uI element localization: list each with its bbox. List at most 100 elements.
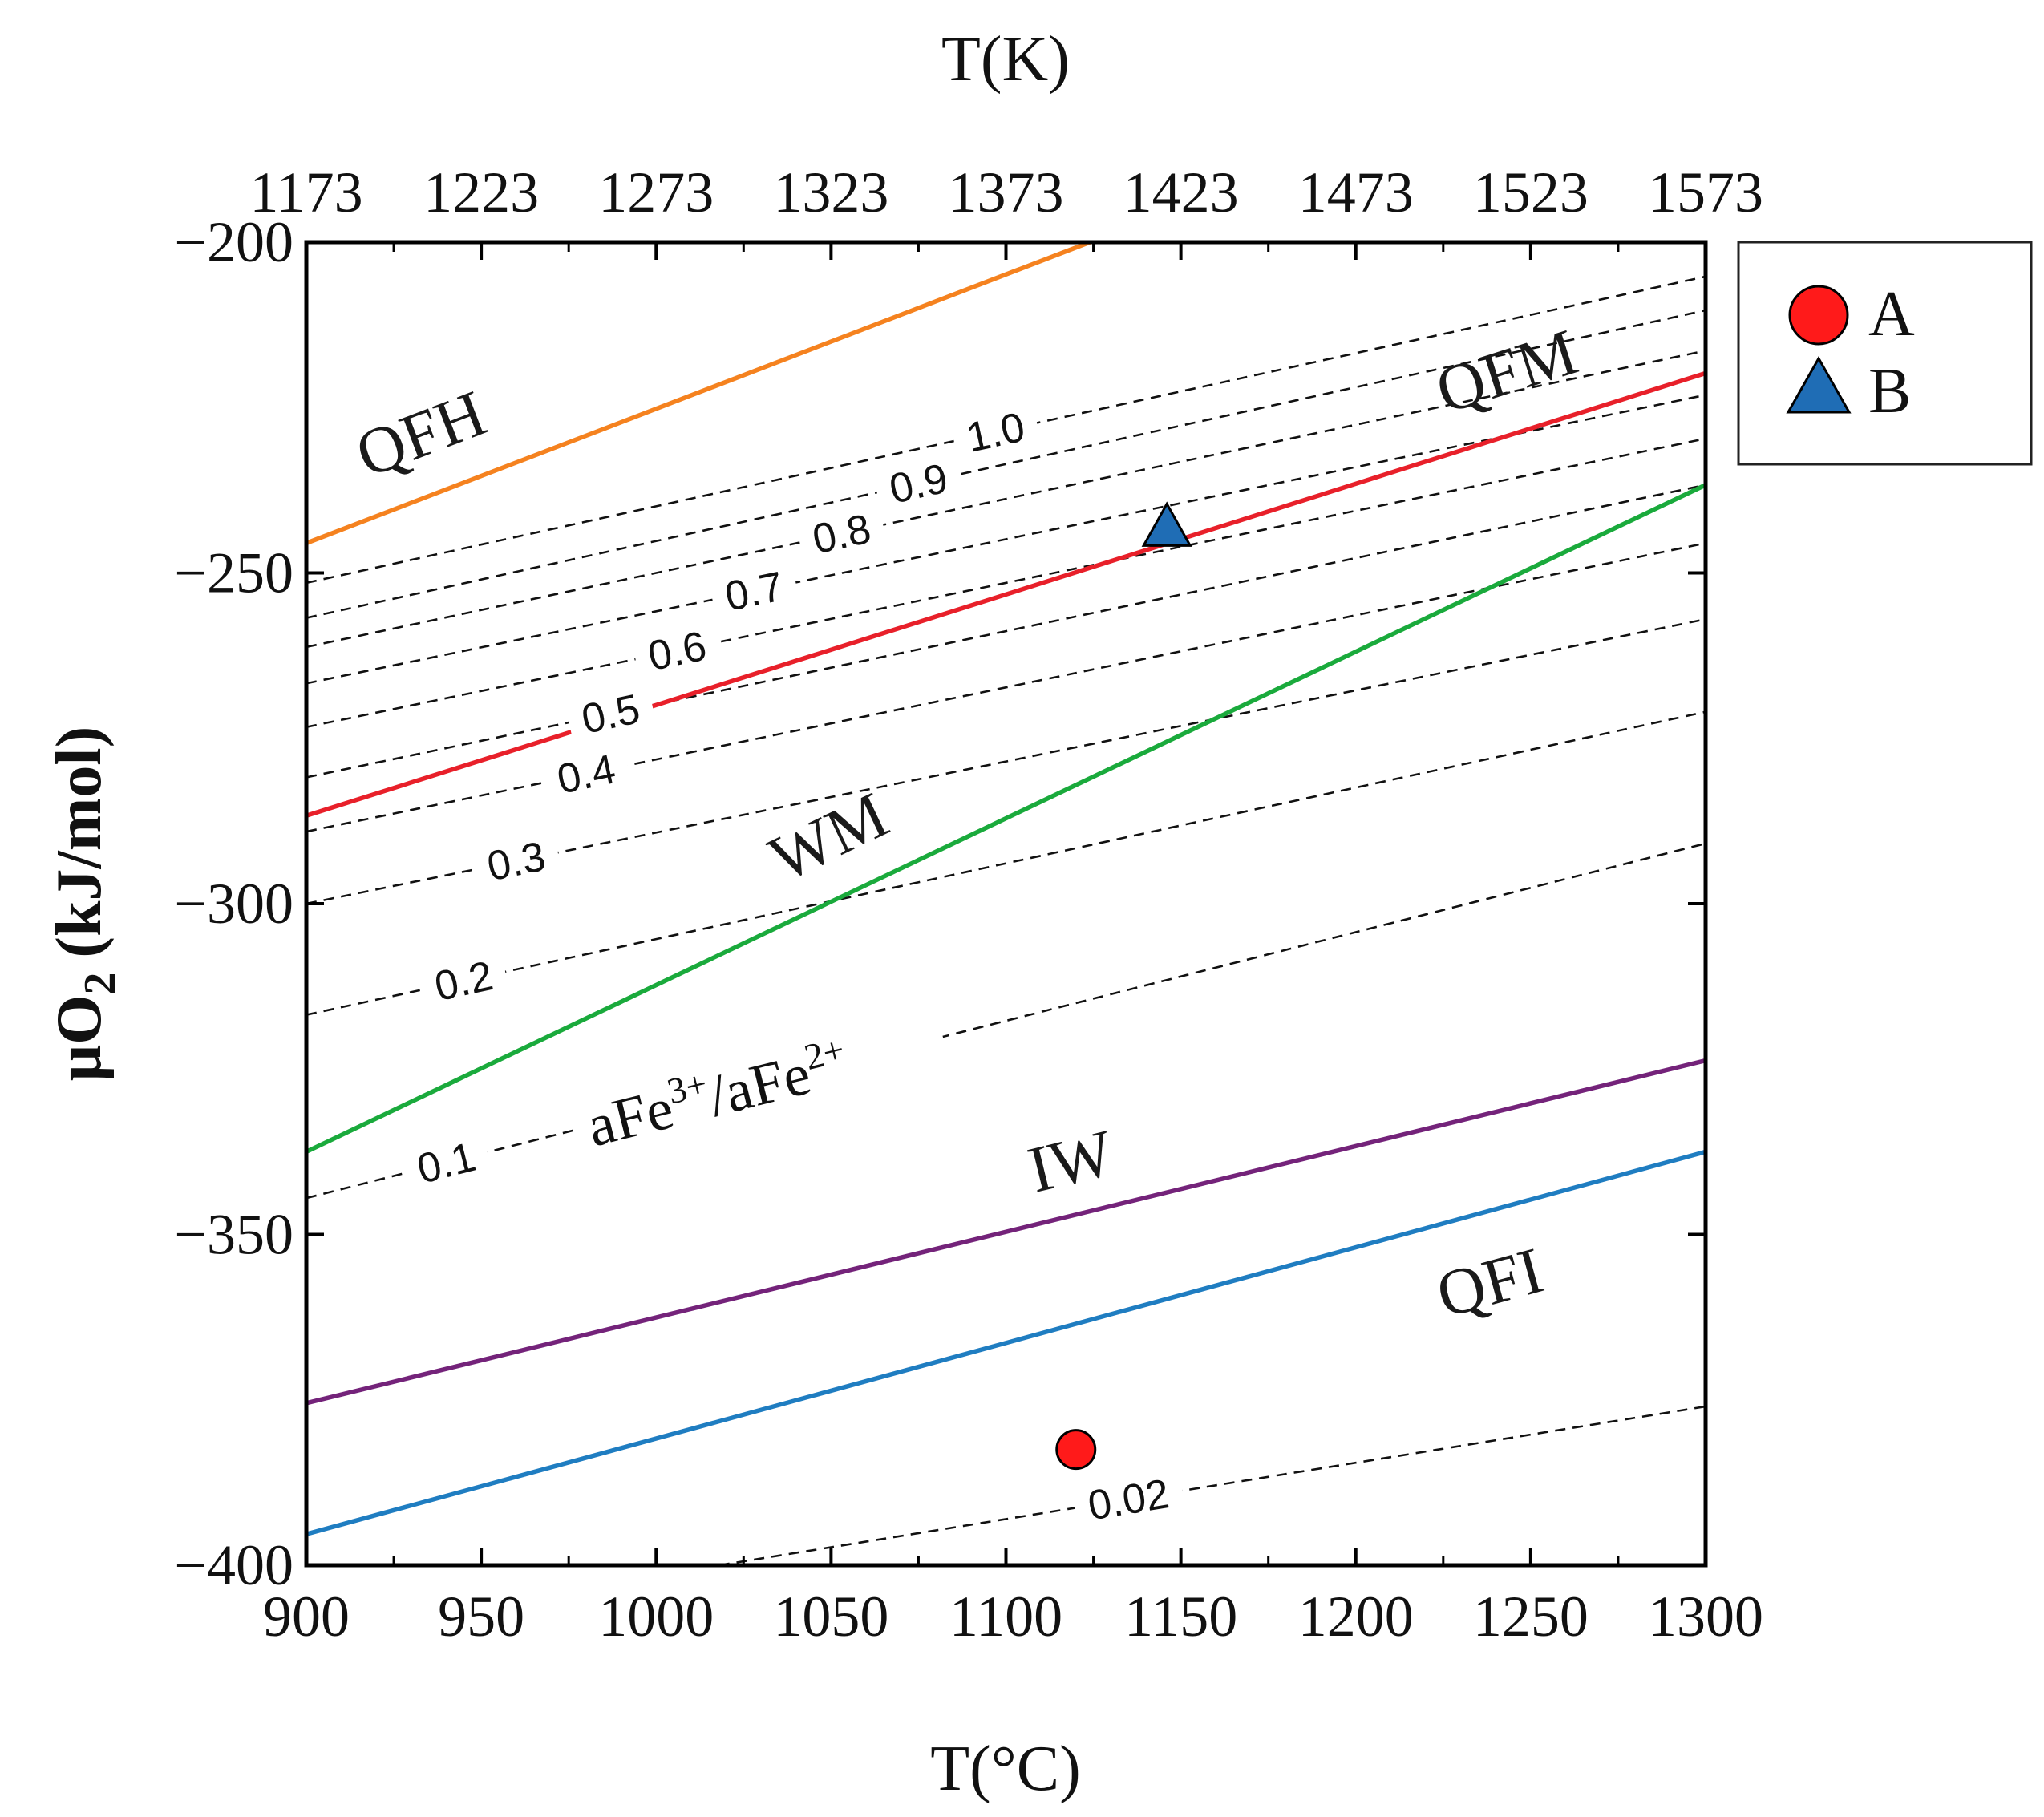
isopleth-label-bg [630,618,724,683]
top-tick-label: 1473 [1298,160,1414,225]
y-axis-title-sub: 2 [75,973,125,995]
isopleth-label-bg [872,451,965,516]
isopleth-label-text: 0.6 [644,623,710,680]
isopleth-label-bg [564,681,658,747]
y-axis-title: μO2 (kJ/mol) [44,726,125,1081]
legend-box [1737,241,2033,466]
isopleth-label-0.8: 0.8 [795,501,888,566]
isopleth-labels: 1.00.90.80.70.60.50.40.3 0.2 0.1 0.02 [399,399,1187,1532]
isopleth-label-1.0: 1.0 [949,399,1042,465]
x-tick-label: 1100 [949,1584,1062,1649]
x-tick-label: 900 [263,1584,350,1649]
top-axis-ticks: 1173 1223 1273 1323 1373 1423 1473 1523 1573 [249,160,1763,260]
x-tick-label: 1300 [1648,1584,1763,1649]
isopleth-label-0.02: 0.02 [1071,1467,1187,1532]
top-tick-label: 1173 [249,160,362,225]
top-tick-label: 1223 [423,160,539,225]
y-tick-label: −400 [174,1533,293,1597]
isopleth-label-0.9: 0.9 [872,451,965,516]
x-tick-label: 1150 [1124,1584,1237,1649]
isopleth-label-0.1: 0.1 [399,1128,494,1197]
y-axis-title-main: μO [44,995,115,1082]
isopleth-label-0.6: 0.6 [630,618,724,683]
ratio-annotation-sup2: 2+ [800,1029,848,1078]
isopleth-1.0 [306,275,1706,585]
isopleth-label-text: 0.1 [413,1134,480,1193]
y-tick-label: −350 [174,1203,293,1267]
ratio-annotation-bg [569,1003,953,1169]
y-tick-label: −200 [174,210,293,274]
buffer-line-qfm [306,370,1706,818]
isopleth-label-bg [949,399,1042,465]
x-tick-label: 1000 [598,1584,714,1649]
isopleth-label-0.7: 0.7 [707,559,801,624]
legend-marker-b [1786,355,1852,414]
isopleth-0.8 [306,350,1706,649]
isopleth-label-bg [707,559,801,624]
svg-text:μO2(kJ/mol): μO2 (kJ/mol) [44,726,125,1081]
isopleth-label-text: 0.5 [577,686,644,743]
top-tick-label: 1423 [1123,160,1239,225]
isopleth-label-0.3: 0.3 [469,828,563,893]
isopleth-label-bg [1071,1467,1187,1532]
y-tick-label: −250 [174,541,293,605]
isopleth-0.1 [306,842,1706,1200]
x-tick-label: 1200 [1298,1584,1414,1649]
x-axis-ticks: 900 950 1000 1050 1100 1150 1200 1250 1300 [263,1548,1763,1649]
buffer-line-qfi [306,1149,1706,1536]
point-a [1055,1429,1097,1471]
top-tick-label: 1573 [1648,160,1763,225]
top-tick-label: 1523 [1473,160,1589,225]
ratio-annotation-b: /aFe [702,1041,816,1129]
y-axis-title-unit: (kJ/mol) [44,726,115,958]
isopleth-0.7 [306,394,1706,685]
top-tick-label: 1323 [773,160,888,225]
top-tick-label: 1373 [949,160,1064,225]
x-axis-title: T(°C) [930,1734,1081,1804]
x-tick-label: 1250 [1473,1584,1589,1649]
isopleth-0.9 [306,309,1706,619]
isopleth-label-0.4: 0.4 [540,742,633,807]
isopleth-label-0.5: 0.5 [564,681,658,747]
isopleth-label-bg [417,948,511,1014]
point-b [1141,501,1192,547]
isopleth-label-bg [469,828,563,893]
isopleth-0.02 [718,1405,1706,1565]
x-tick-label: 1050 [773,1584,888,1649]
ratio-annotation: aFe3+/aFe2+ [569,1003,953,1169]
buffer-label-qfh: QFH [346,376,496,492]
isopleth-label-bg [540,742,633,807]
buffer-line-iw [306,1058,1706,1406]
isopleth-0.6 [306,437,1706,728]
isopleth-label-text: 0.7 [721,563,787,620]
isopleth-label-text: 0.4 [553,746,620,803]
buffer-label-qfi: QFI [1429,1233,1550,1332]
isopleth-0.5 [306,484,1706,779]
isopleth-0.2 [306,710,1706,1016]
isopleth-label-text: 0.02 [1085,1471,1172,1529]
ratio-annotation-sup1: 3+ [663,1062,711,1111]
legend-marker-a [1788,285,1849,346]
isopleth-label-bg [399,1128,494,1197]
legend-label-b: B [1868,356,1911,427]
isopleth-label-bg [795,501,888,566]
svg-text:aFe3+/aFe2+: aFe3+/aFe2+ [580,1029,855,1160]
y-tick-label: −300 [174,872,293,936]
data-points [1055,501,1192,1471]
top-tick-label: 1273 [598,160,714,225]
buffer-line-qfh [306,242,1091,545]
buffer-line-wm [306,483,1706,1154]
legend: A B [1737,241,2033,466]
isopleth-label-text: 0.3 [484,833,549,890]
x-tick-label: 950 [438,1584,524,1649]
legend-label-a: A [1868,279,1915,350]
top-axis-title: T(K) [941,24,1070,95]
buffer-lines [306,242,1706,1536]
isopleth-label-0.2: 0.2 [417,948,511,1014]
buffer-label-iw: IW [1022,1115,1121,1206]
ratio-isopleths [306,275,1706,1565]
y-axis-ticks: −200 −250 −300 −350 −400 [174,210,1706,1597]
isopleth-0.4 [306,542,1706,833]
